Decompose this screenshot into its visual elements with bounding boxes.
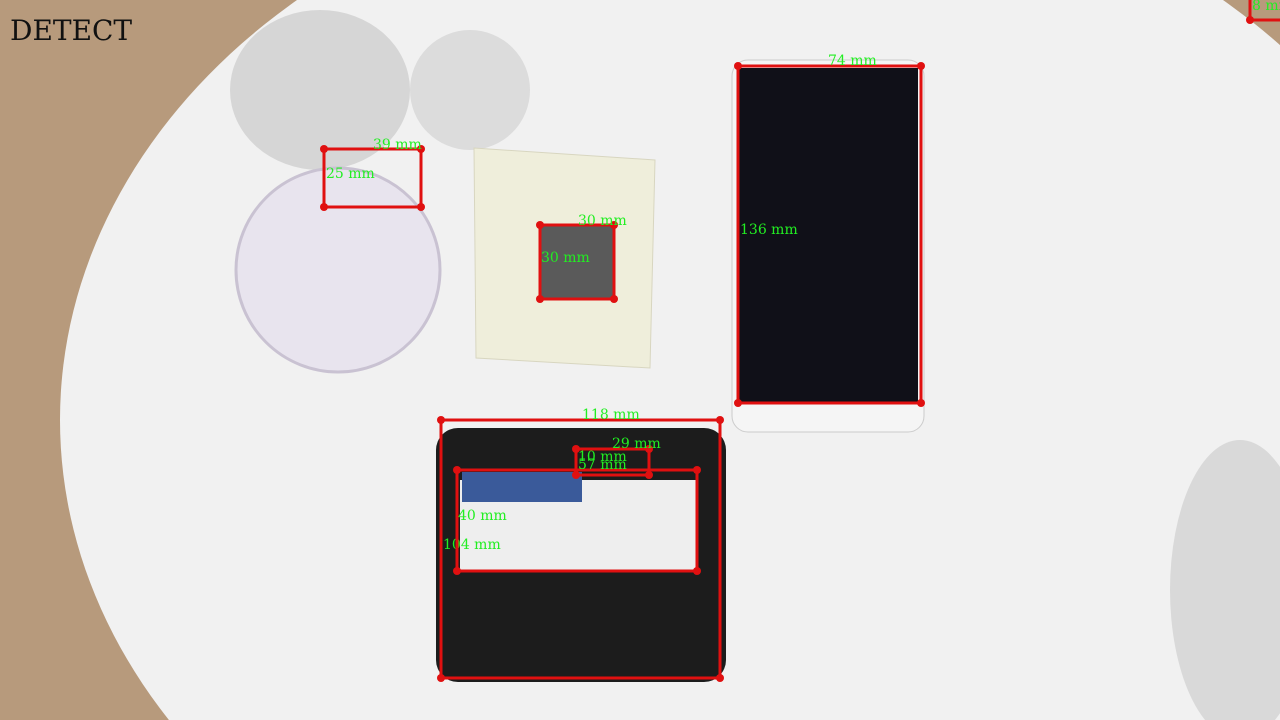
height-label: 136 mm <box>740 222 798 238</box>
corner <box>693 567 701 575</box>
corner <box>1246 16 1254 24</box>
card <box>462 472 582 502</box>
corner <box>417 203 425 211</box>
corner <box>453 567 461 575</box>
corner <box>734 62 742 70</box>
corner <box>610 295 618 303</box>
corner <box>453 466 461 474</box>
width-label: 118 mm <box>582 407 640 423</box>
phone-screen <box>738 68 918 402</box>
detection: 29 mm 10 mm <box>572 436 661 479</box>
width-label: 29 mm <box>612 436 661 452</box>
width-label: 30 mm <box>578 213 627 229</box>
width-label: 57 mm <box>578 457 627 473</box>
shadow <box>410 30 530 150</box>
bounding-box <box>1248 0 1280 22</box>
width-label: 8 mm <box>1252 0 1280 14</box>
detection: 57 mm 40 mm <box>453 457 701 575</box>
detection: 8 mm <box>1246 0 1280 24</box>
corner <box>716 674 724 682</box>
corner <box>536 221 544 229</box>
corner <box>716 416 724 424</box>
corner <box>437 674 445 682</box>
detection: 74 mm 136 mm <box>734 53 925 407</box>
corner <box>572 445 580 453</box>
detection: 30 mm 30 mm <box>536 213 627 303</box>
decoration <box>1170 440 1280 720</box>
corner <box>734 399 742 407</box>
corner <box>917 399 925 407</box>
bounding-box <box>574 447 651 477</box>
corner <box>645 471 653 479</box>
corner <box>320 203 328 211</box>
bounding-box <box>538 223 616 301</box>
width-label: 39 mm <box>373 137 422 153</box>
bounding-box <box>439 418 722 680</box>
height-label: 104 mm <box>443 537 501 553</box>
square <box>540 226 614 299</box>
corner <box>610 221 618 229</box>
corner <box>536 295 544 303</box>
corner <box>917 62 925 70</box>
bounding-box <box>736 64 923 405</box>
height-label: 10 mm <box>578 449 627 465</box>
tin <box>234 166 442 374</box>
title: DETECT <box>10 14 132 47</box>
corner <box>417 145 425 153</box>
corner <box>693 466 701 474</box>
height-label: 30 mm <box>541 250 590 266</box>
width-label: 74 mm <box>828 53 877 69</box>
height-label: 25 mm <box>326 166 375 182</box>
corner <box>572 471 580 479</box>
bounding-box <box>322 147 423 209</box>
corner <box>320 145 328 153</box>
corner <box>437 416 445 424</box>
height-label: 40 mm <box>458 508 507 524</box>
shadow <box>230 10 410 170</box>
detection: 39 mm 25 mm <box>320 137 425 211</box>
corner <box>645 445 653 453</box>
